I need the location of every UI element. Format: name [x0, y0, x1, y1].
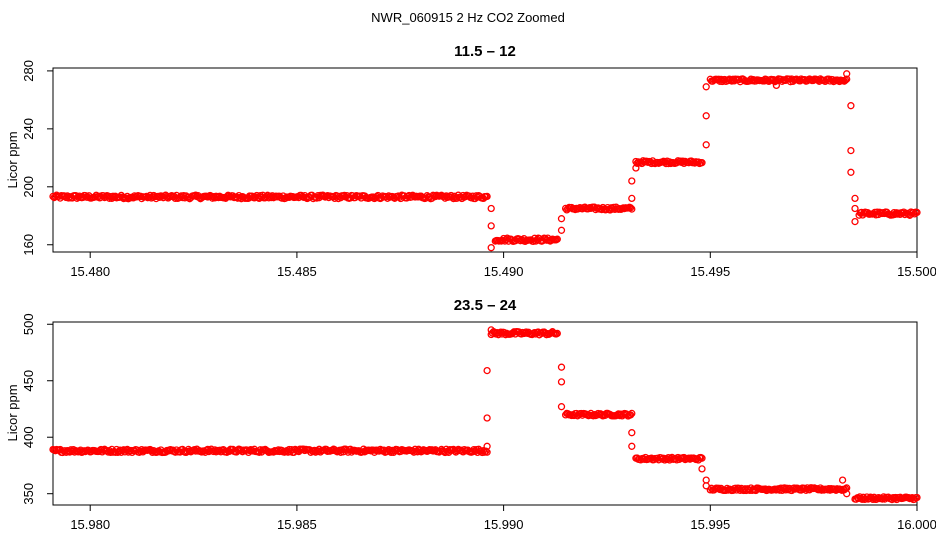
data-point: [628, 194, 636, 203]
y-axis-label-top: Licor ppm: [5, 131, 20, 188]
x-tick-label: 16.000: [897, 517, 936, 532]
data-point: [557, 378, 566, 386]
data-point: [913, 493, 921, 502]
data-point: [843, 75, 851, 83]
data-point: [851, 217, 859, 226]
data-point: [626, 411, 635, 419]
x-axis-ticks-top: 15.480 15.485 15.490 15.495 15.500: [70, 252, 936, 279]
x-tick-label: 15.500: [897, 264, 936, 279]
data-point: [841, 485, 850, 493]
data-point: [487, 326, 495, 334]
data-point: [851, 194, 859, 203]
y-tick-label: 240: [21, 118, 36, 140]
data-point: [847, 168, 855, 176]
x-tick-label: 15.490: [484, 264, 524, 279]
data-point: [628, 429, 636, 437]
data-point: [483, 192, 491, 201]
data-point: [483, 414, 491, 422]
data-point: [702, 83, 710, 91]
y-tick-label: 350: [21, 483, 36, 505]
data-point: [553, 235, 561, 243]
data-point: [482, 447, 490, 455]
y-tick-label: 400: [21, 426, 36, 448]
data-point: [632, 164, 640, 172]
y-tick-label: 450: [21, 370, 36, 392]
data-point: [553, 329, 561, 338]
x-tick-label: 15.495: [690, 264, 730, 279]
figure-title: NWR_060915 2 Hz CO2 Zoomed: [371, 10, 565, 25]
data-point: [698, 159, 706, 167]
x-tick-label: 15.985: [277, 517, 317, 532]
chart-panel-top: 11.5 – 12 Licor ppm 15.480 15.485 15.490 15…: [5, 43, 936, 279]
panel-title-top: 11.5 – 12: [454, 43, 516, 60]
data-point: [851, 204, 859, 213]
data-point: [847, 102, 855, 110]
x-tick-label: 15.480: [70, 264, 110, 279]
y-axis-ticks-bottom: 350 400 450 500: [21, 313, 53, 505]
data-point: [557, 403, 566, 411]
data-point: [698, 454, 706, 462]
data-point: [557, 226, 566, 234]
data-point: [557, 215, 566, 223]
panel-title-bottom: 23.5 – 24: [454, 297, 517, 314]
data-point: [483, 366, 491, 375]
data-point: [838, 476, 847, 484]
y-tick-label: 280: [21, 60, 36, 82]
data-point: [913, 208, 921, 217]
plot-frame-bottom: [52, 321, 918, 506]
x-tick-label: 15.485: [277, 264, 317, 279]
y-axis-label-bottom: Licor ppm: [5, 384, 20, 441]
data-point: [487, 222, 495, 230]
y-tick-label: 160: [21, 234, 36, 256]
x-tick-label: 15.995: [690, 517, 730, 532]
data-point: [487, 204, 495, 213]
data-point: [557, 363, 566, 371]
plot-frame-top: [52, 67, 918, 253]
x-tick-label: 15.980: [70, 517, 110, 532]
data-point: [628, 177, 636, 185]
data-point: [702, 482, 710, 490]
data-point: [628, 409, 636, 418]
data-point: [702, 112, 710, 120]
y-axis-ticks-top: 160 200 240 280: [21, 60, 53, 256]
y-tick-label: 200: [21, 176, 36, 198]
data-points-bottom: [49, 326, 921, 504]
data-point: [847, 146, 855, 155]
chart-panel-bottom: 23.5 – 24 Licor ppm 15.980 15.985 15.990 15…: [5, 297, 936, 532]
data-point: [626, 204, 635, 212]
data-point: [843, 70, 851, 78]
data-point: [628, 205, 636, 213]
x-tick-label: 15.990: [484, 517, 524, 532]
data-point: [628, 442, 636, 450]
data-point: [772, 81, 781, 90]
data-point: [698, 465, 706, 473]
x-axis-ticks-bottom: 15.980 15.985 15.990 15.995 16.000: [70, 505, 936, 532]
data-point: [702, 141, 710, 149]
y-tick-label: 500: [21, 313, 36, 335]
data-point: [487, 244, 495, 252]
data-points-top: [49, 70, 921, 252]
data-point: [481, 448, 489, 456]
data-point: [483, 442, 491, 450]
data-point: [843, 490, 851, 498]
